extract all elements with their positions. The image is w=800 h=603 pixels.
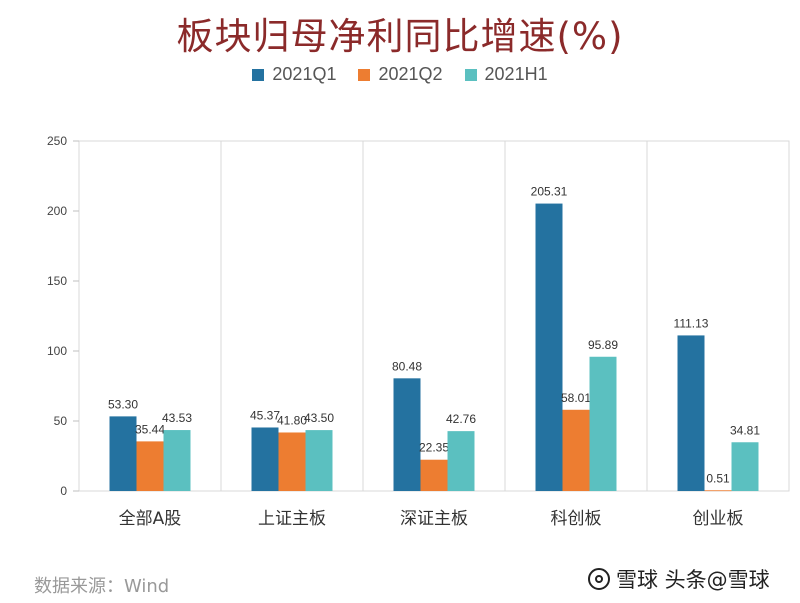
bar-2021q2	[136, 441, 164, 491]
bar-2021q1	[393, 378, 421, 491]
data-label: 45.37	[250, 408, 280, 422]
data-label: 58.01	[561, 391, 591, 405]
bar-2021h1	[305, 430, 333, 491]
category-label: 深证主板	[400, 509, 468, 529]
data-label: 53.30	[108, 397, 138, 411]
legend-swatch	[358, 68, 371, 81]
data-label: 42.76	[446, 412, 476, 426]
data-label: 205.31	[531, 185, 568, 199]
data-label: 35.44	[135, 422, 165, 436]
y-tick-label: 250	[47, 134, 67, 148]
bar-2021q1	[251, 427, 279, 491]
y-tick-label: 150	[47, 274, 67, 288]
legend-label: 2021H1	[484, 64, 548, 84]
bar-chart: 05010015020025053.3035.4443.53全部A股45.374…	[47, 134, 790, 529]
legend-item: 2021Q2	[358, 64, 443, 85]
legend-swatch	[464, 68, 477, 81]
legend-item: 2021H1	[464, 64, 548, 85]
y-tick-label: 50	[54, 414, 68, 428]
bar-2021h1	[589, 356, 617, 491]
data-label: 22.35	[419, 441, 449, 455]
bar-2021h1	[731, 442, 759, 491]
snowball-logo-icon	[588, 568, 610, 590]
bar-2021q2	[704, 490, 732, 492]
bar-2021q1	[535, 203, 563, 492]
data-label: 111.13	[674, 316, 709, 330]
bar-2021q1	[677, 335, 705, 491]
category-label: 上证主板	[258, 509, 326, 529]
bar-2021h1	[447, 431, 475, 491]
data-label: 0.51	[706, 471, 730, 485]
legend-swatch	[252, 68, 265, 81]
watermark: 雪球 头条@雪球	[588, 564, 770, 594]
y-tick-label: 100	[47, 344, 67, 358]
legend-item: 2021Q1	[252, 64, 336, 85]
y-tick-label: 200	[47, 204, 67, 218]
legend: 2021Q1 2021Q2 2021H1	[0, 64, 800, 85]
data-label: 43.53	[162, 411, 192, 425]
y-tick-label: 0	[60, 484, 67, 498]
chart-title: 板块归母净利同比增速(%)	[176, 15, 624, 58]
bar-2021q2	[420, 459, 448, 491]
legend-label: 2021Q1	[272, 64, 337, 84]
category-label: 科创板	[551, 509, 602, 529]
category-label: 全部A股	[119, 509, 182, 529]
bar-2021q2	[278, 432, 306, 491]
data-label: 95.89	[588, 338, 618, 352]
watermark-text: 雪球 头条@雪球	[616, 568, 770, 592]
legend-label: 2021Q2	[378, 64, 443, 84]
category-label: 创业板	[693, 509, 744, 529]
data-label: 43.50	[304, 411, 334, 425]
data-label: 80.48	[392, 359, 422, 373]
bar-2021q1	[109, 416, 137, 491]
source-note: 数据来源：Wind	[34, 576, 170, 597]
data-label: 34.81	[730, 423, 760, 437]
bar-2021h1	[163, 430, 191, 491]
bar-2021q2	[562, 409, 590, 491]
data-label: 41.80	[277, 413, 307, 427]
